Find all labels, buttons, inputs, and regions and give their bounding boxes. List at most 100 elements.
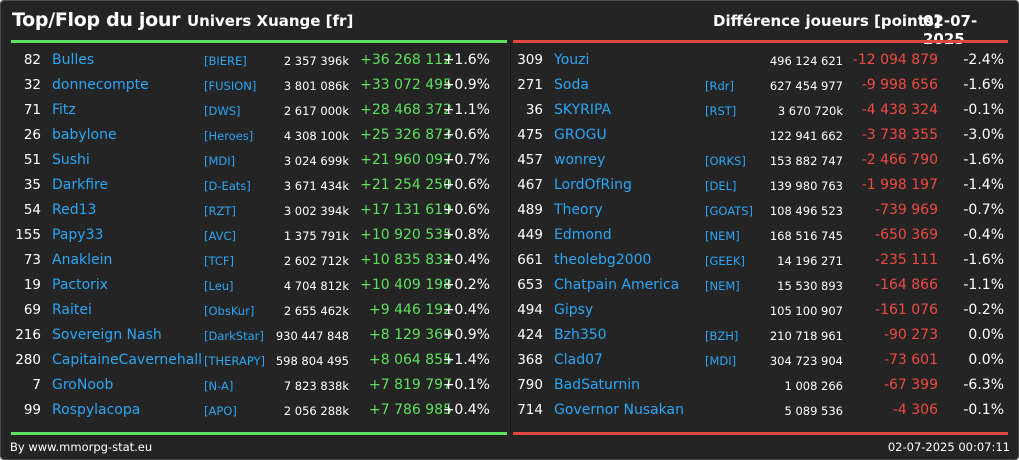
player-name-link[interactable]: Sovereign Nash [52, 327, 162, 343]
points-diff: -3 738 355 [861, 127, 938, 143]
points-diff: +7 786 985 [369, 402, 452, 418]
player-name-link[interactable]: babylone [52, 127, 117, 143]
player-name-link[interactable]: GroNoob [52, 377, 114, 393]
guild-tag-link[interactable]: [Heroes] [204, 129, 254, 143]
player-name-link[interactable]: Gipsy [554, 302, 594, 318]
points-total: 122 941 662 [769, 129, 843, 143]
player-name-link[interactable]: Sushi [52, 152, 90, 168]
points-diff: -2 466 790 [861, 152, 938, 168]
rank-value: 71 [23, 102, 41, 118]
guild-tag-link[interactable]: [RST] [705, 104, 737, 118]
player-name-link[interactable]: Papy33 [52, 227, 104, 243]
player-name-link[interactable]: Theory [554, 202, 603, 218]
player-name-link[interactable]: CapitaineCavernehall [52, 352, 203, 368]
guild-tag-link[interactable]: [MDI] [705, 354, 737, 368]
player-name-link[interactable]: BadSaturnin [554, 377, 641, 393]
player-name-link[interactable]: Governor Nusakan [554, 402, 684, 418]
points-diff: +7 819 797 [369, 377, 452, 393]
points-diff: +10 920 535 [360, 227, 452, 243]
guild-tag-link[interactable]: [Leu] [204, 279, 234, 293]
rank-value: 280 [15, 352, 41, 368]
player-name-link[interactable]: Youzi [554, 52, 590, 68]
points-diff: +8 064 855 [369, 352, 452, 368]
guild-tag-link[interactable]: [DWS] [204, 104, 241, 118]
guild-tag-link[interactable]: [DarkStar] [204, 329, 264, 343]
player-name-link[interactable]: donnecompte [52, 77, 149, 93]
rank-value: 155 [15, 227, 41, 243]
guild-tag-link[interactable]: [NEM] [705, 279, 740, 293]
gainer-row: 26 babylone [Heroes] 4 308 100k +25 326 873 +… [11, 123, 507, 148]
points-total: 3 024 699k [283, 154, 349, 168]
source-credit: By www.mmorpg-stat.eu [10, 440, 153, 454]
page-title: Top/Flop du jour [12, 9, 181, 31]
rank-value: 489 [517, 202, 543, 218]
guild-tag-link[interactable]: [FUSION] [204, 79, 257, 93]
player-name-link[interactable]: Clad07 [554, 352, 603, 368]
loser-row: 714 Governor Nusakan 5 089 536 -4 306 -0.1% [513, 398, 1008, 423]
guild-tag-link[interactable]: [N-A] [204, 379, 234, 393]
guild-tag-link[interactable]: [ORKS] [705, 154, 746, 168]
guild-tag-link[interactable]: [D-Eats] [204, 179, 251, 193]
guild-tag-link[interactable]: [Rdr] [705, 79, 734, 93]
player-name-link[interactable]: wonrey [554, 152, 606, 168]
player-name-link[interactable]: Anaklein [52, 252, 113, 268]
points-diff: +9 446 192 [369, 302, 452, 318]
loser-row: 424 Bzh350 [BZH] 210 718 961 -90 273 0.0% [513, 323, 1008, 348]
guild-tag-link[interactable]: [GOATS] [705, 204, 754, 218]
loser-row: 489 Theory [GOATS] 108 496 523 -739 969 -0.7% [513, 198, 1008, 223]
player-name-link[interactable]: theolebg2000 [554, 252, 652, 268]
guild-tag-link[interactable]: [ObsKur] [204, 304, 255, 318]
universe-label: Univers Xuange [fr] [187, 12, 354, 30]
player-name-link[interactable]: Bulles [52, 52, 95, 68]
player-name-link[interactable]: Rospylacopa [52, 402, 141, 418]
loser-row: 271 Soda [Rdr] 627 454 977 -9 998 656 -1.6% [513, 73, 1008, 98]
gainer-row: 19 Pactorix [Leu] 4 704 812k +10 409 198 +0.2… [11, 273, 507, 298]
points-diff: -12 094 879 [852, 52, 938, 68]
points-diff: -164 866 [875, 277, 938, 293]
points-total: 2 602 712k [283, 254, 349, 268]
percent-change: -0.4% [963, 227, 1004, 243]
player-name-link[interactable]: Edmond [554, 227, 612, 243]
player-name-link[interactable]: Chatpain America [554, 277, 680, 293]
percent-change: -0.1% [963, 402, 1004, 418]
top-losers-list: 309 Youzi 496 124 621 -12 094 879 -2.4% 271 So… [513, 48, 1008, 423]
flop-accent-bar-bottom [513, 432, 1008, 435]
player-name-link[interactable]: Fitz [52, 102, 76, 118]
player-name-link[interactable]: Red13 [52, 202, 97, 218]
guild-tag-link[interactable]: [BIERE] [204, 54, 247, 68]
guild-tag-link[interactable]: [NEM] [705, 229, 740, 243]
percent-change: -1.4% [963, 177, 1004, 193]
player-name-link[interactable]: Pactorix [52, 277, 109, 293]
rank-value: 449 [517, 227, 543, 243]
guild-tag-link[interactable]: [DEL] [705, 179, 737, 193]
gainer-row: 280 CapitaineCavernehall [THERAPY] 598 804 … [11, 348, 507, 373]
points-diff: -73 601 [883, 352, 938, 368]
player-name-link[interactable]: GROGU [554, 127, 607, 143]
guild-tag-link[interactable]: [TCF] [204, 254, 234, 268]
points-diff: +10 409 198 [360, 277, 452, 293]
percent-change: +0.9% [442, 327, 490, 343]
guild-tag-link[interactable]: [MDI] [204, 154, 236, 168]
player-name-link[interactable]: SKYRIPA [554, 102, 612, 118]
metric-label: Différence joueurs [points] [713, 12, 941, 30]
percent-change: -0.2% [963, 302, 1004, 318]
guild-tag-link[interactable]: [BZH] [705, 329, 739, 343]
player-name-link[interactable]: Soda [554, 77, 589, 93]
guild-tag-link[interactable]: [THERAPY] [204, 354, 266, 368]
player-name-link[interactable]: Darkfire [52, 177, 109, 193]
guild-tag-link[interactable]: [APO] [204, 404, 237, 418]
rank-value: 424 [517, 327, 543, 343]
guild-tag-link[interactable]: [AVC] [204, 229, 237, 243]
points-diff: -1 998 197 [861, 177, 938, 193]
percent-change: +0.2% [442, 277, 490, 293]
player-name-link[interactable]: LordOfRing [554, 177, 632, 193]
guild-tag-link[interactable]: [GEEK] [705, 254, 745, 268]
player-name-link[interactable]: Raitei [52, 302, 92, 318]
percent-change: +0.4% [442, 302, 490, 318]
points-diff: -4 438 324 [861, 102, 938, 118]
player-name-link[interactable]: Bzh350 [554, 327, 607, 343]
points-total: 1 008 266 [784, 379, 843, 393]
points-diff: +21 254 250 [360, 177, 452, 193]
guild-tag-link[interactable]: [RZT] [204, 204, 236, 218]
